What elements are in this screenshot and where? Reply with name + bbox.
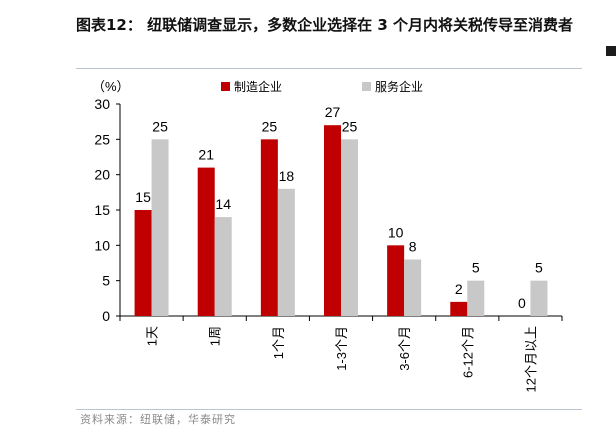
data-label: 2 <box>455 281 463 297</box>
data-label: 15 <box>135 189 151 205</box>
data-label: 27 <box>325 104 341 120</box>
source-note: 资料来源：纽联储，华泰研究 <box>80 413 236 426</box>
y-tick-label: 30 <box>94 96 110 112</box>
data-label: 8 <box>409 238 417 254</box>
service-bar <box>404 259 422 316</box>
x-tick-label: 1周 <box>208 326 223 346</box>
service-bar <box>530 280 548 316</box>
manufacturing-bar <box>134 210 152 316</box>
manufacturing-bar <box>197 167 215 316</box>
data-label: 5 <box>472 260 480 276</box>
x-tick-label: 1天 <box>145 326 160 346</box>
legend-swatch <box>221 82 230 91</box>
y-axis-unit-label: （%） <box>92 79 130 94</box>
data-label: 25 <box>262 118 278 134</box>
x-tick-label: 12个月以上 <box>523 326 538 392</box>
y-tick-label: 15 <box>94 202 110 218</box>
x-tick-label: 1-3个月 <box>334 326 349 371</box>
data-label: 21 <box>198 147 214 163</box>
source-divider <box>76 409 582 410</box>
x-tick-label: 3-6个月 <box>397 326 412 371</box>
y-tick-label: 0 <box>102 308 110 324</box>
manufacturing-bar <box>450 301 468 316</box>
x-tick-label: 1个月 <box>271 326 286 359</box>
y-tick-label: 10 <box>94 237 110 253</box>
data-label: 5 <box>535 260 543 276</box>
title-divider <box>76 68 582 69</box>
x-tick-label: 6-12个月 <box>460 326 475 378</box>
manufacturing-bar <box>387 245 405 316</box>
edge-marker <box>606 46 616 56</box>
manufacturing-bar <box>260 139 278 316</box>
legend-label: 服务企业 <box>375 79 423 94</box>
data-label: 18 <box>279 168 295 184</box>
chart-legend: 制造企业 服务企业 <box>221 79 423 94</box>
chart-bars <box>134 125 548 316</box>
service-bar <box>277 188 295 316</box>
data-label: 25 <box>342 118 358 134</box>
chart-title: 图表12： 纽联储调查显示，多数企业选择在 3 个月内将关税传导至消费者 <box>76 16 573 34</box>
service-bar <box>151 139 169 316</box>
manufacturing-bar <box>324 125 341 316</box>
data-label: 0 <box>518 295 526 311</box>
data-label: 14 <box>215 196 231 212</box>
data-label: 10 <box>388 224 404 240</box>
legend-label: 制造企业 <box>234 79 282 94</box>
service-bar <box>214 217 232 316</box>
legend-swatch <box>362 82 371 91</box>
y-tick-label: 5 <box>102 273 110 289</box>
service-bar <box>341 139 358 316</box>
y-tick-label: 20 <box>94 167 110 183</box>
y-tick-label: 25 <box>94 131 110 147</box>
data-label: 25 <box>152 118 168 134</box>
service-bar <box>467 280 485 316</box>
